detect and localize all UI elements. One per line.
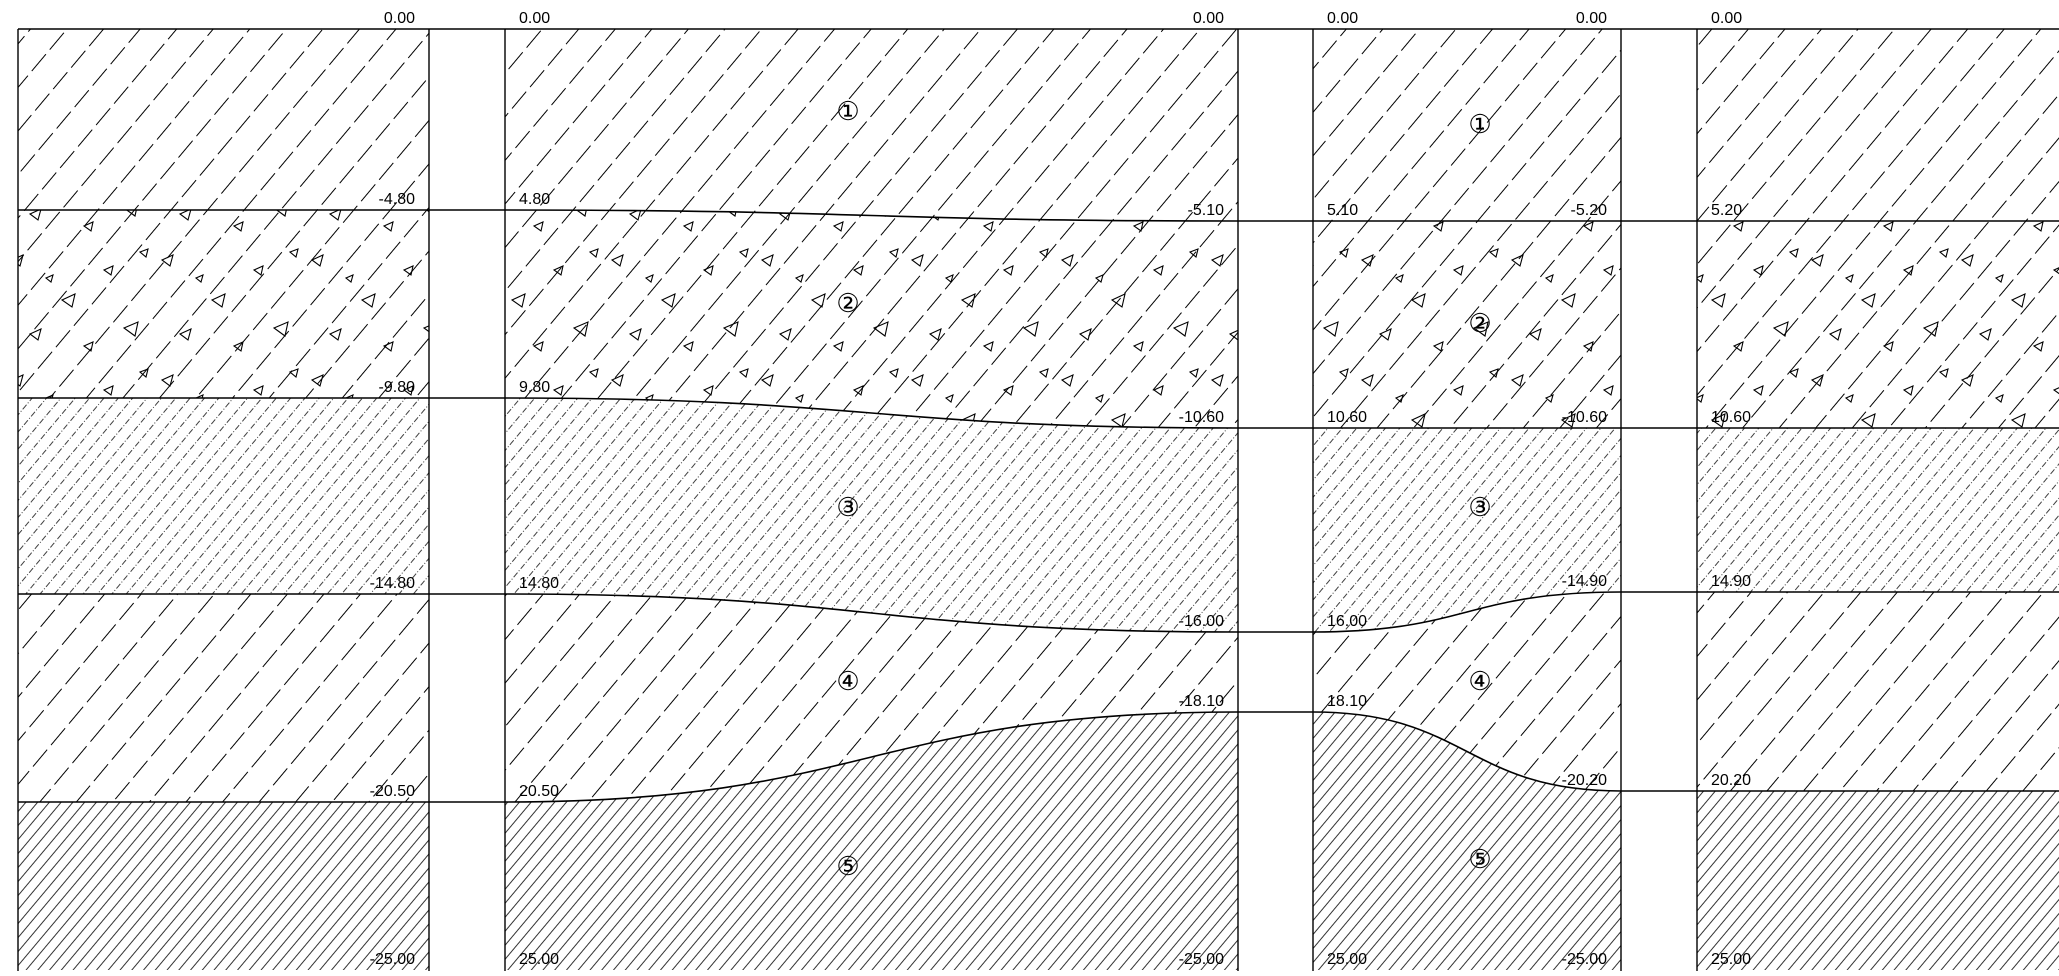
layer-number: ① xyxy=(1468,109,1491,139)
elevation-label-left: 25.00 xyxy=(519,951,559,968)
elevation-label-left: 0.00 xyxy=(519,10,550,27)
layer-5-fill xyxy=(1697,791,2059,970)
layer-number: ④ xyxy=(1468,666,1491,696)
elevation-label-left: 9.80 xyxy=(519,379,550,396)
elevation-label-right: -16.00 xyxy=(1179,613,1224,630)
elevation-label-left: 10.60 xyxy=(1327,409,1367,426)
elevation-label-right: 0.00 xyxy=(384,10,415,27)
layer-2-gravel xyxy=(505,210,1238,428)
layer-4-fill xyxy=(18,594,429,802)
elevation-label-right: -18.10 xyxy=(1179,693,1224,710)
layer-number: ③ xyxy=(1468,492,1491,522)
layer-number: ③ xyxy=(836,492,859,522)
elevation-label-left: 14.80 xyxy=(519,575,559,592)
layer-3-fill xyxy=(1313,428,1621,632)
boundary-line xyxy=(504,209,1239,222)
elevation-label-right: -10.60 xyxy=(1179,409,1224,426)
boundary-line xyxy=(1312,591,1622,633)
layer-2-gravel xyxy=(18,210,429,398)
elevation-label-right: -9.80 xyxy=(379,379,416,396)
elevation-label-right: -10.60 xyxy=(1562,409,1607,426)
layer-1-fill xyxy=(18,29,429,210)
elevation-label-left: 25.00 xyxy=(1327,951,1367,968)
layer-5-fill xyxy=(1313,712,1621,970)
section-s3: 0.00 5.10 10.60 16.00 18.10 25.00 0.00 -5.20 -10… xyxy=(1312,10,1622,971)
elevation-label-left: 25.00 xyxy=(1711,951,1751,968)
layer-number: ① xyxy=(836,96,859,126)
section-s4: 0.00 5.20 10.60 14.90 20.20 25.00 xyxy=(1696,10,2059,971)
layer-5-fill xyxy=(18,802,429,970)
layer-4-fill xyxy=(1697,592,2059,791)
layer-1-fill xyxy=(1697,29,2059,221)
layer-2-gravel xyxy=(1697,221,2059,428)
elevation-label-right: 0.00 xyxy=(1576,10,1607,27)
section-s1: 0.00 -4.80 -9.80 -14.80 -20.50 -25.00 xyxy=(17,10,430,971)
elevation-label-left: 5.10 xyxy=(1327,202,1358,219)
layer-4-fill xyxy=(1313,592,1621,791)
elevation-label-left: 10.60 xyxy=(1711,409,1751,426)
boundary-line xyxy=(504,593,1239,633)
layer-3-fill xyxy=(18,398,429,594)
elevation-label-right: -5.10 xyxy=(1188,202,1225,219)
layer-3-fill xyxy=(505,398,1238,632)
layer-3-fill xyxy=(1697,428,2059,592)
elevation-label-right: -14.90 xyxy=(1562,573,1607,590)
elevation-label-left: 0.00 xyxy=(1327,10,1358,27)
layer-2-gravel xyxy=(1313,221,1621,428)
elevation-label-right: -25.00 xyxy=(370,951,415,968)
layer-4-fill xyxy=(505,594,1238,802)
elevation-label-left: 20.50 xyxy=(519,783,559,800)
boundary-line xyxy=(504,397,1239,429)
layer-number: ⑤ xyxy=(1468,844,1491,874)
elevation-label-right: -14.80 xyxy=(370,575,415,592)
elevation-label-right: -25.00 xyxy=(1179,951,1224,968)
elevation-label-left: 5.20 xyxy=(1711,202,1742,219)
elevation-label-right: -25.00 xyxy=(1562,951,1607,968)
elevation-label-right: -5.20 xyxy=(1571,202,1608,219)
layer-1-fill xyxy=(1313,29,1621,221)
elevation-label-right: -20.20 xyxy=(1562,772,1607,789)
layer-1-fill xyxy=(505,29,1238,221)
elevation-label-left: 18.10 xyxy=(1327,693,1367,710)
layer-5-fill xyxy=(505,712,1238,970)
elevation-label-left: 4.80 xyxy=(519,191,550,208)
elevation-label-left: 14.90 xyxy=(1711,573,1751,590)
boundary-line xyxy=(504,711,1239,803)
cross-section-root: 0.00 -4.80 -9.80 -14.80 -20.50 -25.00 0.00 4.80… xyxy=(17,10,2059,971)
layer-number: ④ xyxy=(836,666,859,696)
layer-number: ② xyxy=(836,288,859,318)
boundary-line xyxy=(1312,711,1622,792)
elevation-label-right: -4.80 xyxy=(379,191,416,208)
elevation-label-left: 16.00 xyxy=(1327,613,1367,630)
elevation-label-left: 20.20 xyxy=(1711,772,1751,789)
elevation-label-left: 0.00 xyxy=(1711,10,1742,27)
layer-number: ⑤ xyxy=(836,851,859,881)
layer-number: ② xyxy=(1468,308,1491,338)
elevation-label-right: -20.50 xyxy=(370,783,415,800)
elevation-label-right: 0.00 xyxy=(1193,10,1224,27)
section-s2: 0.00 4.80 9.80 14.80 20.50 25.00 0.00 -5.10 -10.… xyxy=(504,10,1239,971)
